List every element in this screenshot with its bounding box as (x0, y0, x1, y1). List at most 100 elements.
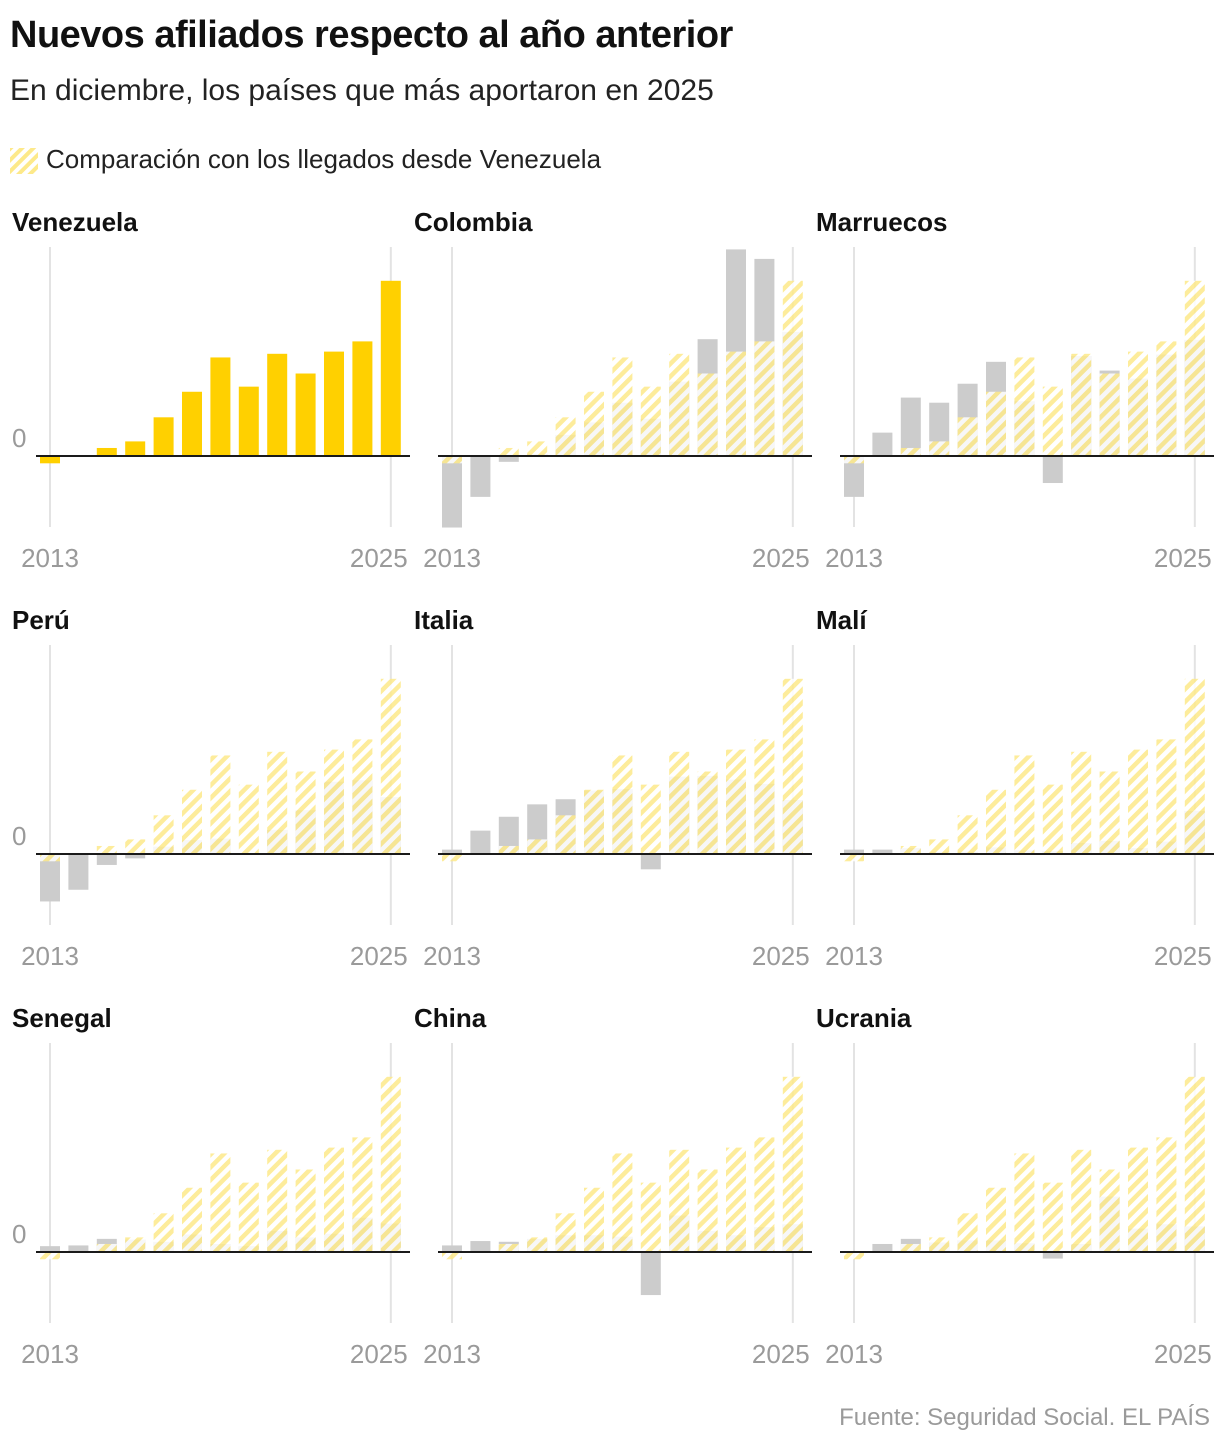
comparison-bar (844, 854, 864, 862)
bar (125, 441, 146, 456)
comparison-bar (754, 739, 775, 854)
comparison-bar (1099, 771, 1120, 854)
comparison-bar (584, 789, 604, 854)
x-tick-label: 2013 (21, 941, 79, 971)
x-tick-label: 2013 (825, 1339, 883, 1369)
comparison-bar (125, 839, 146, 854)
chart-title: Nuevos afiliados respecto al año anterio… (10, 14, 733, 56)
comparison-bar (782, 280, 803, 456)
comparison-bar (1014, 1153, 1035, 1252)
x-tick-label: 2013 (21, 1339, 79, 1369)
bar (182, 391, 202, 456)
comparison-bar (669, 751, 690, 854)
comparison-bar (267, 1149, 288, 1252)
comparison-bar (527, 839, 548, 854)
bar (640, 854, 661, 870)
comparison-bar (697, 771, 718, 854)
comparison-bar (40, 1252, 60, 1260)
comparison-bar (1014, 755, 1035, 854)
panel-title: Italia (414, 605, 474, 635)
bar (442, 849, 462, 854)
bar (844, 456, 864, 497)
bar (295, 373, 316, 456)
comparison-bar (96, 845, 117, 854)
comparison-bar (96, 1243, 117, 1252)
x-tick-label: 2025 (752, 941, 810, 971)
bar (470, 1241, 491, 1252)
comparison-bar (267, 751, 288, 854)
comparison-bar (900, 845, 921, 854)
comparison-bar (238, 1182, 259, 1252)
x-tick-label: 2025 (1154, 1339, 1212, 1369)
comparison-bar (555, 815, 576, 854)
comparison-bar (726, 1147, 746, 1252)
comparison-bar (612, 755, 633, 854)
comparison-bar (669, 353, 690, 456)
comparison-bar (584, 391, 604, 456)
comparison-bar (442, 456, 462, 464)
comparison-bar (1071, 1149, 1092, 1252)
comparison-bar (584, 1187, 604, 1252)
comparison-bar (1184, 678, 1205, 854)
bar (900, 397, 921, 456)
x-tick-label: 2013 (21, 543, 79, 573)
comparison-bar (640, 1182, 661, 1252)
bar (267, 353, 288, 456)
comparison-bar (1184, 280, 1205, 456)
comparison-bar (210, 1153, 231, 1252)
comparison-bar (1042, 784, 1063, 854)
bar (40, 456, 60, 464)
panel-title: Ucrania (816, 1003, 912, 1033)
bar (498, 456, 519, 462)
bar (380, 280, 401, 456)
x-tick-label: 2013 (825, 543, 883, 573)
comparison-bar (782, 678, 803, 854)
zero-label: 0 (12, 821, 26, 851)
comparison-bar (1071, 751, 1092, 854)
comparison-bar (442, 1252, 462, 1260)
comparison-bar (1014, 357, 1035, 456)
bar (153, 417, 174, 456)
panel-venezuela: Venezuela 0 2013 2025 (12, 207, 410, 573)
panel-senegal: Senegal 0 2013 2025 (12, 1003, 410, 1369)
panel-title: Marruecos (816, 207, 948, 237)
x-tick-label: 2025 (1154, 543, 1212, 573)
bar (640, 1252, 661, 1296)
comparison-bar (1099, 1169, 1120, 1252)
comparison-bar (153, 815, 174, 854)
comparison-bar (844, 1252, 864, 1260)
comparison-bar (1156, 1137, 1177, 1252)
panel-title: Colombia (414, 207, 533, 237)
legend-label: Comparación con los llegados desde Venez… (46, 144, 602, 174)
comparison-bar (612, 357, 633, 456)
comparison-bar (238, 784, 259, 854)
panel-title: Venezuela (12, 207, 138, 237)
comparison-bar (295, 771, 316, 854)
comparison-bar (957, 1213, 978, 1252)
comparison-bar (380, 1076, 401, 1252)
comparison-bar (210, 755, 231, 854)
bar (442, 456, 462, 528)
comparison-bar (726, 351, 746, 456)
comparison-bar (1128, 351, 1148, 456)
chart-subtitle: En diciembre, los países que más aportar… (10, 74, 714, 107)
x-tick-label: 2025 (350, 941, 408, 971)
comparison-bar (1071, 353, 1092, 456)
bar (210, 357, 231, 456)
comparison-bar (986, 789, 1006, 854)
comparison-bar (555, 417, 576, 456)
comparison-bar (324, 749, 344, 854)
legend: Comparación con los llegados desde Venez… (10, 144, 601, 175)
bar (442, 1245, 462, 1252)
x-tick-label: 2025 (1154, 941, 1212, 971)
panel-perú: Perú 0 2013 2025 (12, 605, 410, 971)
bar (470, 456, 491, 497)
comparison-bar (612, 1153, 633, 1252)
comparison-bar (182, 1187, 202, 1252)
comparison-bar (1128, 1147, 1148, 1252)
comparison-bar (1042, 386, 1063, 456)
comparison-bar (726, 749, 746, 854)
comparison-bar (153, 1213, 174, 1252)
comparison-bar (125, 1237, 146, 1252)
